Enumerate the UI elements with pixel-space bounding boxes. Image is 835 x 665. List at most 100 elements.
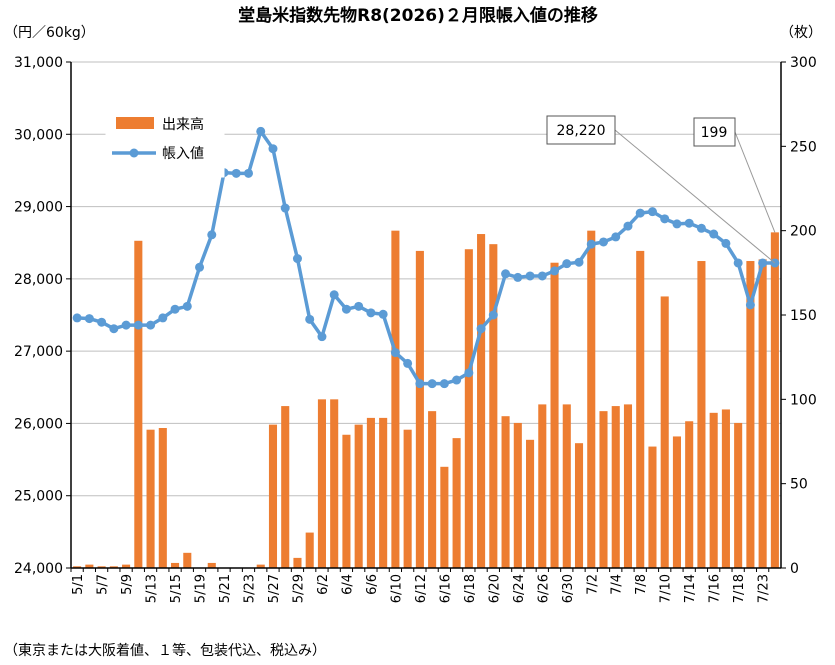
bar <box>746 261 755 568</box>
line-point <box>256 126 266 136</box>
line-series <box>72 126 780 389</box>
x-tick-label: 5/27 <box>267 574 282 603</box>
bar <box>599 411 608 568</box>
line-point <box>439 379 449 389</box>
line-point <box>623 221 633 231</box>
bar <box>611 406 620 568</box>
legend-line-label: 帳入値 <box>162 146 204 162</box>
line-point <box>292 254 302 264</box>
bar <box>550 262 559 568</box>
line-point <box>133 320 143 330</box>
legend-bar-swatch <box>116 117 154 129</box>
line-point <box>72 313 82 323</box>
bar <box>268 424 278 568</box>
line-point <box>268 144 278 154</box>
bar <box>501 416 510 568</box>
x-tick-label: 5/23 <box>243 574 258 603</box>
line-point <box>305 314 315 324</box>
line-point <box>403 358 413 368</box>
bar <box>672 436 681 568</box>
line-point <box>488 310 498 320</box>
line-point <box>525 271 535 281</box>
x-tick-label: 5/1 <box>71 574 86 595</box>
bar <box>134 240 143 568</box>
y-left-tick-label: 31,000 <box>14 55 63 71</box>
y-right-ticks: 0 50 100 150 200 250 300 <box>781 55 817 577</box>
x-tick-label: 7/23 <box>757 574 772 603</box>
line-point <box>635 208 645 218</box>
line-point <box>195 262 205 272</box>
line-point <box>672 219 682 229</box>
y-right-tick-label: 250 <box>790 139 817 155</box>
line-point <box>684 218 694 228</box>
line-point <box>660 214 670 224</box>
bar <box>464 249 473 568</box>
bar <box>697 261 706 568</box>
x-tick-label: 6/30 <box>561 574 576 603</box>
line-point <box>329 290 339 300</box>
line-point <box>84 314 94 324</box>
x-tick-label: 5/9 <box>120 574 135 595</box>
line-point <box>696 223 706 233</box>
bar <box>734 422 743 568</box>
bar <box>538 404 547 568</box>
x-tick-label: 6/2 <box>316 574 331 595</box>
y-right-tick-label: 100 <box>790 392 817 408</box>
line-point <box>452 375 462 385</box>
bar <box>587 230 596 568</box>
x-tick-label: 5/15 <box>169 574 184 603</box>
y-right-tick-label: 300 <box>790 55 817 71</box>
bar <box>415 250 424 568</box>
y-right-tick-label: 50 <box>790 477 808 493</box>
bar <box>305 532 314 568</box>
line-point <box>280 203 290 213</box>
bar <box>526 439 535 568</box>
bar <box>97 566 106 568</box>
y-right-tick-label: 0 <box>790 561 799 577</box>
line-point <box>599 237 608 247</box>
bar <box>513 422 522 568</box>
y-left-tick-label: 25,000 <box>14 489 63 505</box>
y-left-tick-label: 27,000 <box>14 344 63 360</box>
x-tick-label: 6/18 <box>463 574 478 603</box>
bar <box>342 434 351 568</box>
y-right-label: （枚） <box>780 25 822 41</box>
bar <box>183 552 192 568</box>
x-tick-label: 7/10 <box>659 574 674 603</box>
bar <box>109 566 118 568</box>
bar <box>770 232 779 568</box>
bar <box>623 404 633 568</box>
line-point <box>513 272 523 282</box>
line-point <box>182 301 192 311</box>
line-point <box>158 313 168 323</box>
x-tick-label: 6/26 <box>536 574 551 603</box>
legend: 出来高 帳入値 <box>105 106 225 178</box>
bar <box>317 399 326 568</box>
line-point <box>207 230 217 240</box>
bar <box>158 428 167 568</box>
line-point <box>341 304 351 314</box>
x-tick-label: 7/18 <box>732 574 747 603</box>
line-point <box>378 309 388 319</box>
bar <box>281 406 290 568</box>
line-point <box>550 266 560 276</box>
line-point <box>476 324 486 334</box>
bar <box>574 443 584 568</box>
line-point <box>121 320 131 330</box>
callout-box-volume <box>693 117 736 147</box>
bar-series <box>73 230 779 569</box>
bar <box>171 562 180 568</box>
y-left-label: （円／60kg） <box>4 25 95 41</box>
bar <box>562 404 571 568</box>
line-point <box>244 168 253 178</box>
y-right-tick-label: 200 <box>790 224 817 240</box>
line-point <box>733 258 743 268</box>
line-point <box>415 379 425 389</box>
bar <box>354 424 363 568</box>
y-right-tick-label: 150 <box>790 308 817 324</box>
bar <box>428 411 437 568</box>
x-tick-label: 7/14 <box>683 574 698 603</box>
x-tick-label: 6/6 <box>365 574 380 595</box>
chart-title: 堂島米指数先物R8(2026)２月限帳入値の推移 <box>238 5 598 26</box>
